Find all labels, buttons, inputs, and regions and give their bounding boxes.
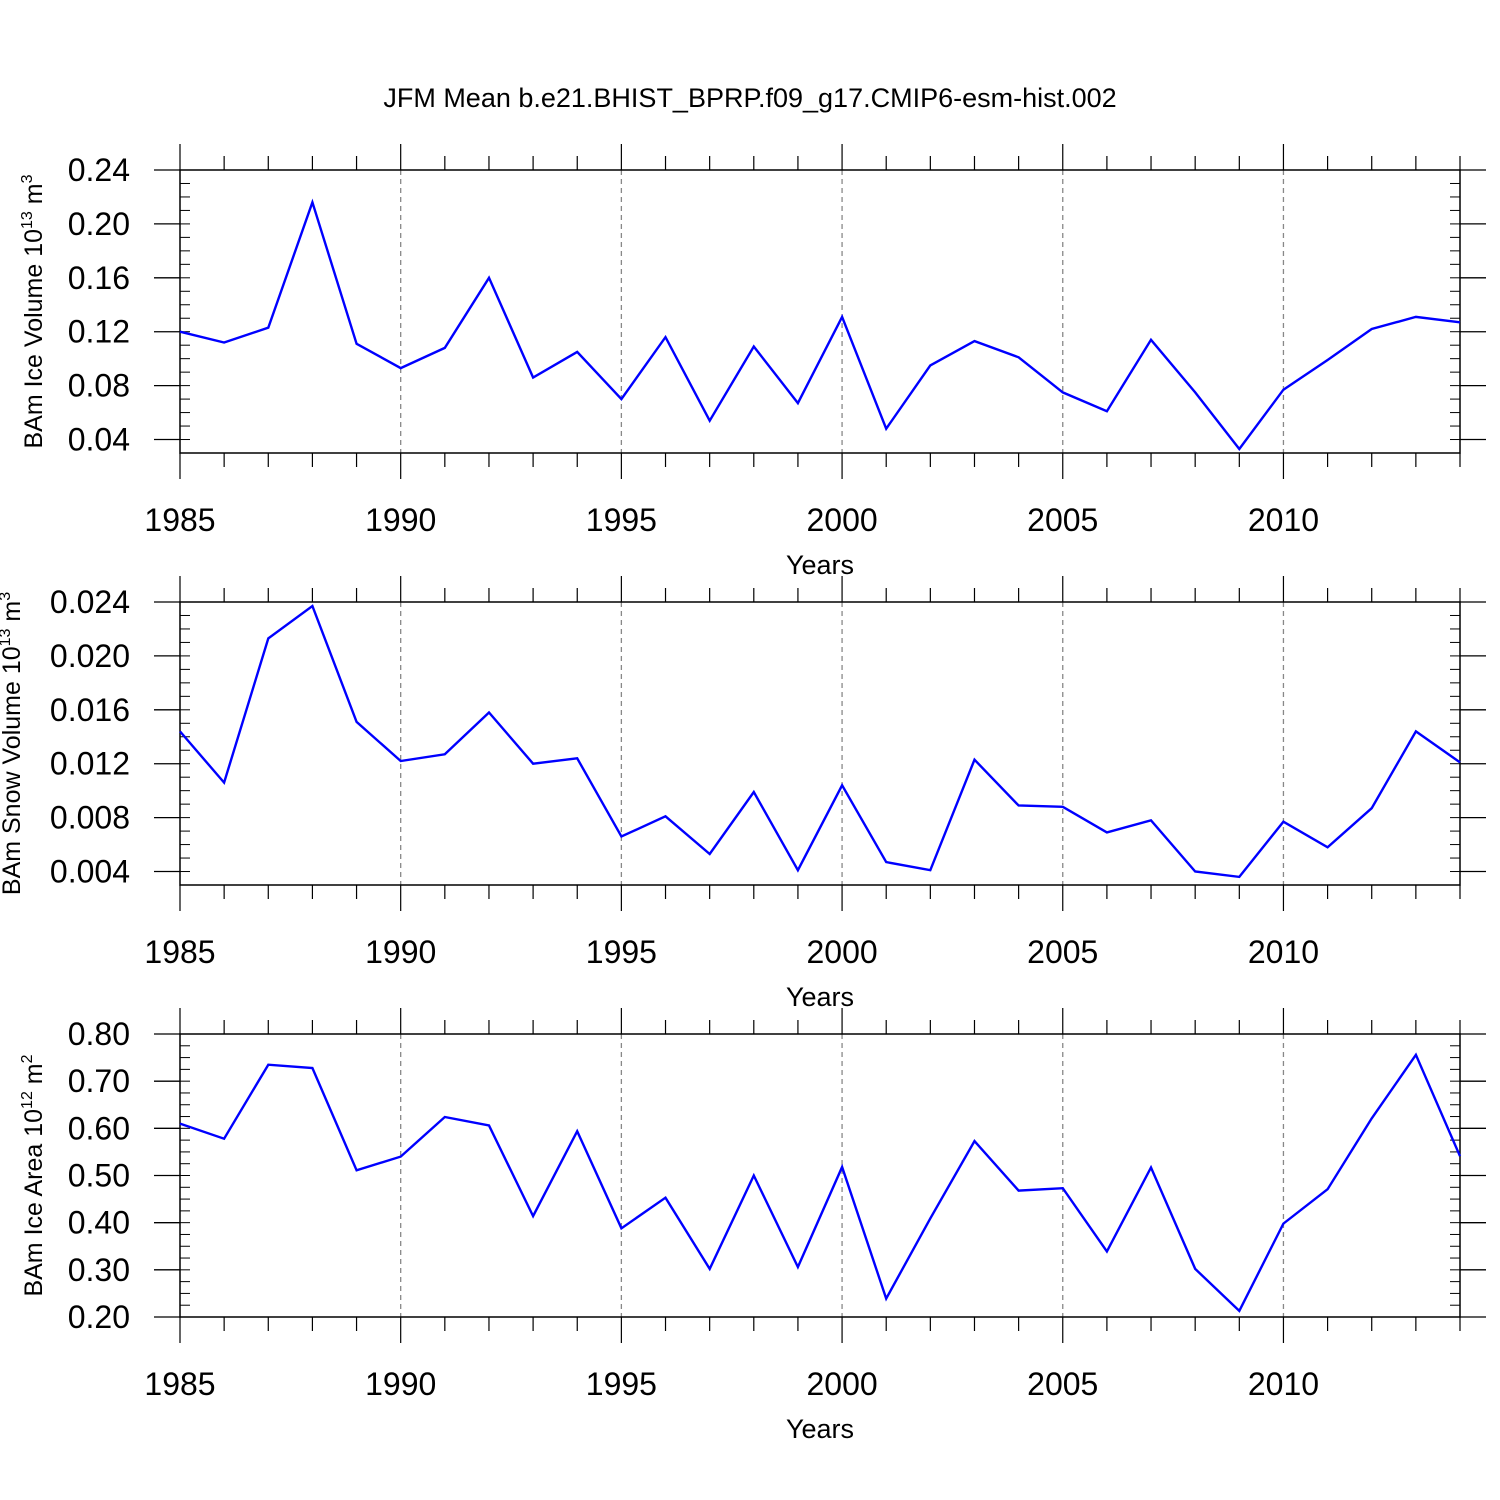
panel-2-series-line xyxy=(179,604,1461,879)
panel-3-xlabel: Years xyxy=(786,1414,854,1444)
panel-1-xtick-label-2010: 2010 xyxy=(1248,502,1319,538)
panel-3-frame xyxy=(179,1033,1461,1318)
panel-1-xtick-label-1990: 1990 xyxy=(365,502,436,538)
panel-2-xlabel: Years xyxy=(786,982,854,1012)
panel-1-xtick-label-1995: 1995 xyxy=(586,502,657,538)
panel-1-ytick-label-0.08: 0.08 xyxy=(68,368,130,404)
panel-1-ylabel: BAm Ice Volume 1013 m3 xyxy=(19,174,48,448)
panel-2-xtick-label-2010: 2010 xyxy=(1248,934,1319,970)
panel-3-ytick-label-0.30: 0.30 xyxy=(68,1252,130,1288)
panel-2-xtick-label-1990: 1990 xyxy=(365,934,436,970)
panel-2-xtick-label-2000: 2000 xyxy=(806,934,877,970)
panel-2-ylabel: BAm Snow Volume 1013 m3 xyxy=(0,592,26,895)
panel-2-ytick-label-0.016: 0.016 xyxy=(50,692,130,728)
panel-2-ytick-label-0.004: 0.004 xyxy=(50,854,130,890)
panel-3-xtick-label-2000: 2000 xyxy=(806,1366,877,1402)
panel-3-xtick-label-2010: 2010 xyxy=(1248,1366,1319,1402)
panel-3-xtick-label-1995: 1995 xyxy=(586,1366,657,1402)
panel-1-ytick-label-0.04: 0.04 xyxy=(68,422,130,458)
panel-2-xtick-label-2005: 2005 xyxy=(1027,934,1098,970)
panel-1-ytick-label-0.16: 0.16 xyxy=(68,260,130,296)
panel-3-ytick-label-0.60: 0.60 xyxy=(68,1110,130,1146)
panel-3-xtick-label-2005: 2005 xyxy=(1027,1366,1098,1402)
panel-2-ytick-label-0.008: 0.008 xyxy=(50,800,130,836)
panel-2-ytick-label-0.012: 0.012 xyxy=(50,746,130,782)
panel-3-ytick-label-0.50: 0.50 xyxy=(68,1158,130,1194)
panel-2-ytick-label-0.020: 0.020 xyxy=(50,638,130,674)
panel-1-series-line xyxy=(179,198,1461,451)
panel-3-xtick-label-1985: 1985 xyxy=(144,1366,215,1402)
panel-1-ytick-label-0.12: 0.12 xyxy=(68,314,130,350)
panel-2-frame xyxy=(179,601,1461,886)
panel-2: 1985 1990 1995 2000 2005 2010 Years 0.004 0.008 0… xyxy=(0,576,1486,1012)
panel-2-ytick-label-0.024: 0.024 xyxy=(50,584,130,620)
panel-1-ytick-label-0.24: 0.24 xyxy=(68,152,130,188)
panel-3-ytick-label-0.20: 0.20 xyxy=(68,1299,130,1335)
panel-2-xtick-label-1985: 1985 xyxy=(144,934,215,970)
panel-3-xtick-label-1990: 1990 xyxy=(365,1366,436,1402)
panel-3-ytick-label-0.40: 0.40 xyxy=(68,1205,130,1241)
panel-3-ytick-label-0.80: 0.80 xyxy=(68,1016,130,1052)
figure-title: JFM Mean b.e21.BHIST_BPRP.f09_g17.CMIP6-… xyxy=(383,83,1116,113)
panel-1-xtick-label-2005: 2005 xyxy=(1027,502,1098,538)
panel-3: 1985 1990 1995 2000 2005 2010 Years 0.20 0.30 0.4… xyxy=(19,1008,1486,1444)
panel-1-ytick-label-0.20: 0.20 xyxy=(68,206,130,242)
panel-1-frame xyxy=(179,169,1461,454)
panel-1-xtick-label-2000: 2000 xyxy=(806,502,877,538)
panel-1: 1985 1990 1995 2000 2005 2010 Years 0.04 0.08 0.1… xyxy=(19,144,1486,580)
panel-3-ylabel: BAm Ice Area 1012 m2 xyxy=(19,1054,48,1296)
panel-1-xtick-label-1985: 1985 xyxy=(144,502,215,538)
panel-3-series-line xyxy=(179,1052,1462,1313)
panel-3-ytick-label-0.70: 0.70 xyxy=(68,1063,130,1099)
panel-2-xtick-label-1995: 1995 xyxy=(586,934,657,970)
panel-1-xlabel: Years xyxy=(786,550,854,580)
